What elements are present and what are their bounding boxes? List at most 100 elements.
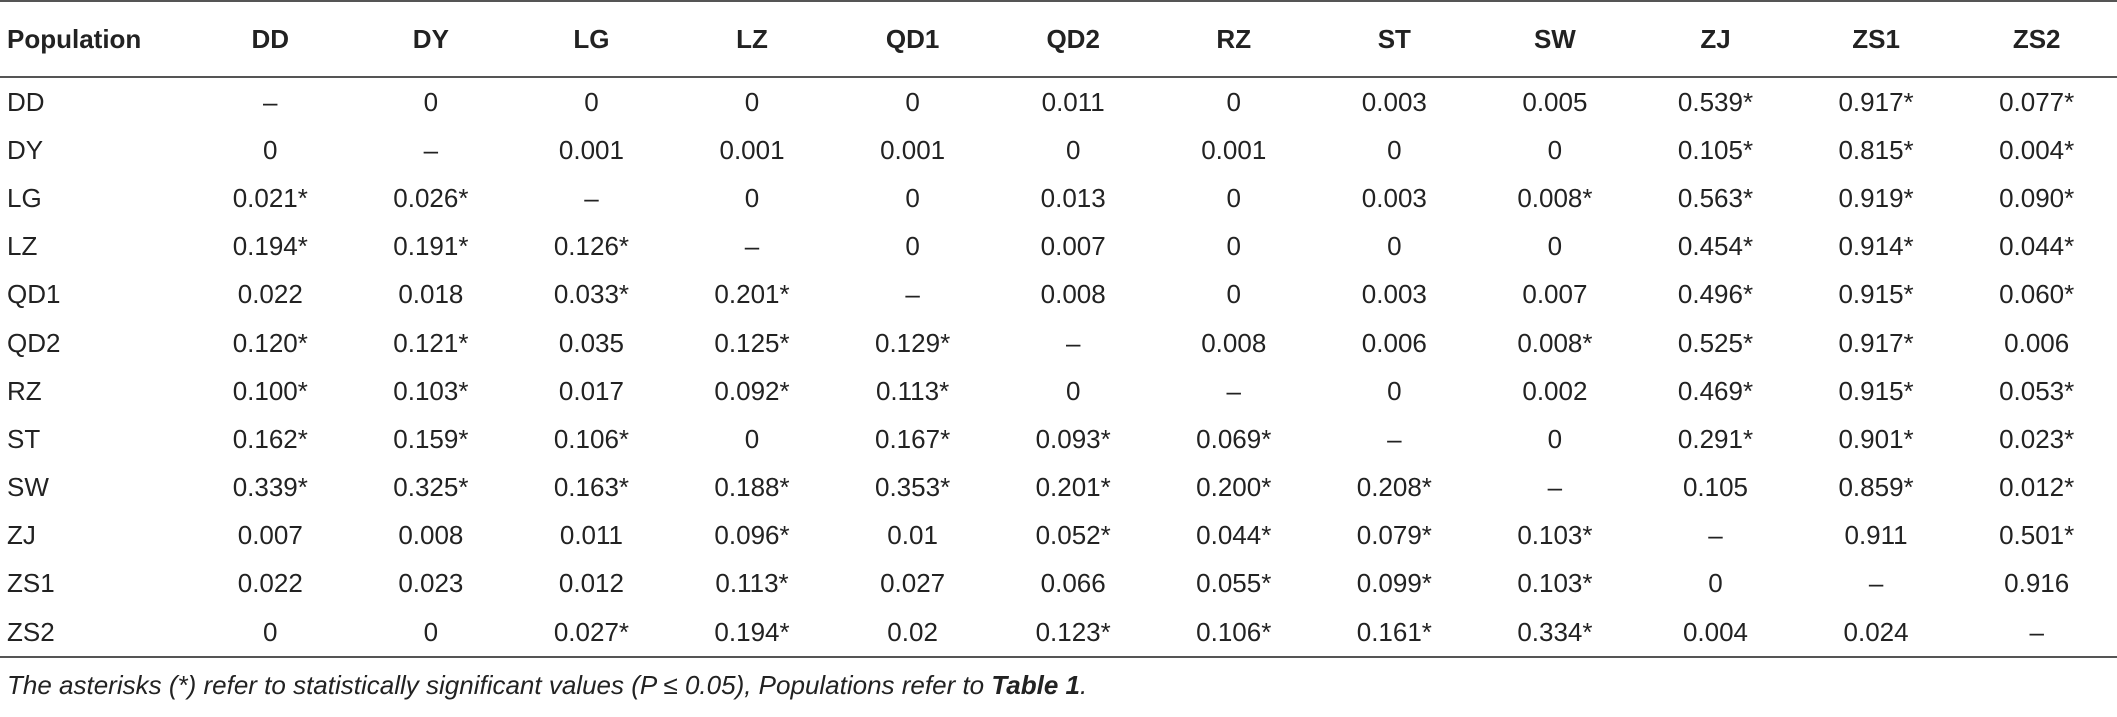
table-cell: 0 <box>190 608 351 659</box>
table-cell: 0 <box>1387 134 1402 165</box>
table-cell: 0.106* <box>1153 608 1315 659</box>
table-cell: 0.001 <box>558 134 624 165</box>
table-cell: 0.496* <box>1677 279 1754 310</box>
row-label: ZJ <box>7 520 36 551</box>
table-cell: 0.105* <box>1677 134 1754 165</box>
table-cell: 0 <box>1708 568 1723 599</box>
table-cell: 0 <box>1547 231 1563 262</box>
table-cell: 0 <box>1226 182 1241 213</box>
table-cell: 0.469* <box>1677 375 1754 406</box>
table-cell: 0.006 <box>2004 327 2070 358</box>
table-cell: 0.023 <box>398 568 464 599</box>
table-cell: 0.454* <box>1677 231 1754 262</box>
table-cell: 0.093* <box>1035 423 1111 454</box>
table-cell: 0.103* <box>393 375 469 406</box>
table-cell: 0.100* <box>232 375 308 406</box>
table-cell: 0.125* <box>714 327 790 358</box>
table-cell: – <box>1065 327 1081 358</box>
table-cell: 0.006 <box>1361 327 1427 358</box>
table-cell: – <box>1868 568 1884 599</box>
table-cell: 0.916 <box>2004 568 2070 599</box>
table-cell: 0.012* <box>1999 472 2075 503</box>
header-cell: Population <box>0 0 190 78</box>
table-cell: 0.004 <box>1635 608 1796 659</box>
table-cell: 0.208* <box>1356 472 1432 503</box>
table-cell: 0 <box>1065 134 1081 165</box>
table-cell: 0.008 <box>1201 327 1267 358</box>
table-cell: 0.055* <box>1196 568 1272 599</box>
table-cell: 0.194* <box>671 608 833 659</box>
table-cell: 0.033* <box>553 279 630 310</box>
table-cell: 0.162* <box>232 423 308 454</box>
table-cell: 0.007 <box>237 520 303 551</box>
table-row: ST 0.162* 0.159* 0.106* 0 0.167* 0.093* 0.069* –… <box>0 415 2117 463</box>
footnote-ref: Table 1 <box>991 670 1081 701</box>
table-cell: 0.911 <box>1844 520 1908 551</box>
table-cell: 0.069* <box>1196 423 1272 454</box>
table-cell: 0.052* <box>1035 520 1111 551</box>
table-cell: 0 <box>744 182 760 213</box>
table-cell: 0.007 <box>1040 231 1106 262</box>
table-cell: 0 <box>423 86 439 117</box>
table-cell: 0.060* <box>1999 279 2075 310</box>
table-cell: – <box>1387 423 1402 454</box>
table-cell: 0.002 <box>1522 375 1588 406</box>
table-cell: 0.044* <box>1999 231 2075 262</box>
table-cell: 0.099* <box>1356 568 1432 599</box>
footnote-end: . <box>1080 670 1088 701</box>
table-row: SW 0.339* 0.325* 0.163* 0.188* 0.353* 0.201* 0.… <box>0 464 2117 512</box>
table-cell: 0.053* <box>1999 375 2075 406</box>
table-cell: 0.005 <box>1522 86 1588 117</box>
data-table: Population DD DY LG LZ QD1 QD2 RZ ST SW ZJ ZS1 ZS2 D… <box>0 0 2117 659</box>
table-row: LZ 0.194* 0.191* 0.126* – 0 0.007 0 0 0 0.454* 0.91… <box>0 223 2117 271</box>
table-row: ZS2 0 0 0.027* 0.194* 0.02 0.123* 0.106* 0.161* 0… <box>0 608 2117 659</box>
table-cell: – <box>1956 608 2117 659</box>
table-cell: 0.01 <box>887 520 938 551</box>
row-label: LZ <box>7 231 38 262</box>
table-cell: – <box>1226 375 1241 406</box>
table-cell: 0.901* <box>1838 423 1914 454</box>
table-cell: 0.113* <box>715 568 789 599</box>
header-cell: ZJ <box>1635 0 1796 78</box>
table-cell: 0.008 <box>398 520 464 551</box>
table-cell: 0.007 <box>1522 279 1588 310</box>
table-cell: 0 <box>1226 231 1241 262</box>
table-cell: 0.003 <box>1361 182 1427 213</box>
table-cell: – <box>905 279 920 310</box>
table-cell: 0.915* <box>1838 375 1914 406</box>
header-cell: DD <box>190 0 351 78</box>
table-cell: 0.103* <box>1517 520 1593 551</box>
table-cell: 0.02 <box>832 608 993 659</box>
table-body: DD –0 0 0 0 0.011 0 0.003 0.005 0.539* 0.917* 0.077… <box>0 77 2117 659</box>
table-cell: 0.121* <box>393 327 469 358</box>
header-cell: ZS1 <box>1795 0 1957 78</box>
table-cell: 0.123* <box>992 608 1154 659</box>
table-cell: 0.077* <box>1999 86 2075 117</box>
table-cell: 0.021* <box>232 182 308 213</box>
row-label: ST <box>7 423 41 454</box>
table-cell: 0.011 <box>559 520 624 551</box>
table-cell: 0.120* <box>232 327 308 358</box>
table-row: RZ 0.100* 0.103* 0.017 0.092* 0.113* 0 – 0 0.002 0… <box>0 367 2117 415</box>
row-label: QD2 <box>7 327 61 358</box>
table-cell: 0.079* <box>1356 520 1432 551</box>
table-cell: 0 <box>744 86 760 117</box>
row-label: ZS1 <box>7 568 55 599</box>
table-row: DD – 0 0 0 0 0.011 0 0.003 0.005 0.539* 0.917* 0.077… <box>0 77 2117 126</box>
table-cell: 0.163* <box>553 472 630 503</box>
table-cell: 0.001 <box>1201 134 1267 165</box>
table-cell: 0.026* <box>393 182 469 213</box>
table-cell: 0.022 <box>237 568 303 599</box>
footnote-text: The asterisks (*) refer to statistically… <box>7 670 992 701</box>
table-cell: 0.291* <box>1677 423 1754 454</box>
table-row: LG 0.021* 0.026* – 0 0 0.013 0 0.003 0.008* 0.563*… <box>0 174 2117 222</box>
table-cell: 0.012 <box>558 568 624 599</box>
table-row: ZJ 0.007 0.008 0.011 0.096* 0.01 0.052* 0.044* 0… <box>0 512 2117 560</box>
table-cell: 0.188* <box>714 472 790 503</box>
table-cell: 0.003 <box>1361 86 1427 117</box>
table-cell: 0 <box>1387 231 1402 262</box>
row-label: RZ <box>7 375 42 406</box>
header-cell: RZ <box>1153 0 1315 78</box>
table-cell: 0.096* <box>714 520 790 551</box>
table-cell: 0.353* <box>875 472 951 503</box>
